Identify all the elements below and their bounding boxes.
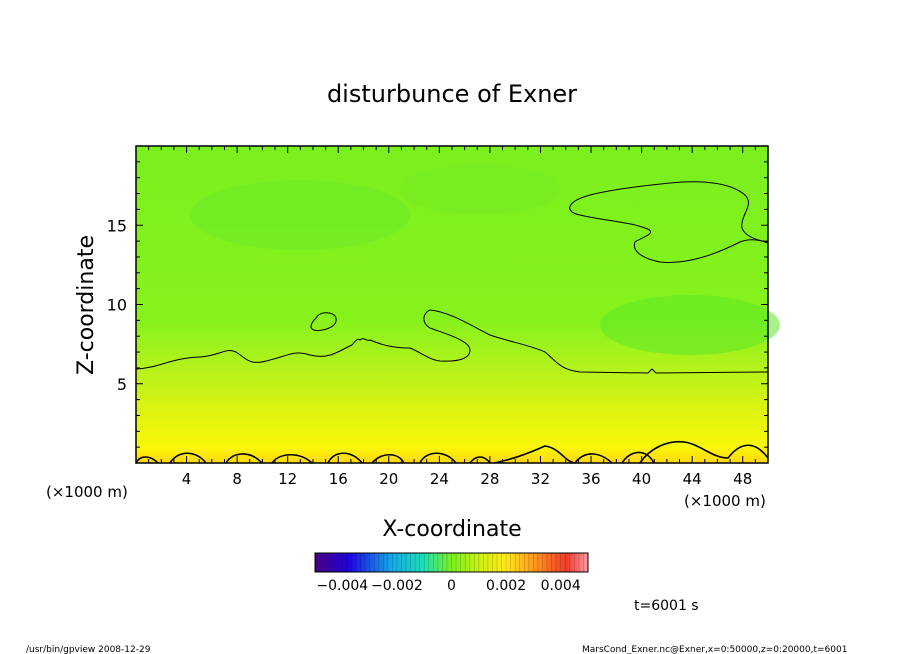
contour-line (310, 312, 337, 331)
colorbar-fill (314, 552, 589, 573)
x-tick-label: 32 (531, 470, 550, 488)
x-tick-label: 28 (480, 470, 499, 488)
colorbar-stripes (319, 553, 584, 572)
time-annotation: t=6001 s (634, 598, 699, 614)
chart-title: disturbunce of Exner (327, 80, 577, 108)
x-unit-right: (×1000 m) (684, 492, 766, 510)
colorbar-tick-label: 0 (447, 578, 456, 594)
y-tick-label: 5 (117, 375, 127, 394)
x-tick-label: 8 (232, 470, 242, 488)
colorbar-ticks: −0.004 −0.002 0 0.002 0.004 (316, 578, 580, 594)
field-blob (190, 180, 410, 250)
contour-line (569, 181, 769, 263)
colorbar-tick-label: −0.002 (371, 578, 423, 594)
field-blob (400, 165, 560, 215)
x-tick-label: 24 (430, 470, 449, 488)
y-tick-label: 15 (107, 216, 127, 235)
contour-line (135, 440, 769, 464)
contour-line (135, 309, 769, 374)
x-unit-left: (×1000 m) (46, 483, 128, 501)
x-tick-label: 44 (683, 470, 702, 488)
y-axis-label: Z-coordinate (74, 235, 99, 375)
contour-lines (135, 181, 769, 464)
x-tick-label: 40 (632, 470, 651, 488)
x-tick-label: 4 (182, 470, 192, 488)
x-axis-label: X-coordinate (382, 517, 521, 542)
x-tick-label: 36 (581, 470, 600, 488)
x-tick-label: 48 (733, 470, 752, 488)
x-tick-label: 20 (379, 470, 398, 488)
colorbar: −0.004 −0.002 0 0.002 0.004 (314, 552, 589, 594)
colorbar-tick-label: −0.004 (316, 578, 368, 594)
field-blob (600, 295, 780, 355)
colorbar-tick-label: 0.004 (541, 578, 581, 594)
x-axis: 4 8 12 16 20 24 28 32 36 40 44 48 (148, 146, 756, 488)
footer-right: MarsCond_Exner.nc@Exner,x=0:50000,z=0:20… (582, 645, 847, 654)
y-axis: 5 10 15 (107, 161, 768, 448)
colorbar-tick-label: 0.002 (486, 578, 526, 594)
y-tick-label: 10 (107, 296, 127, 315)
field-plot (135, 145, 780, 464)
x-tick-label: 12 (278, 470, 297, 488)
footer-left: /usr/bin/gpview 2008-12-29 (26, 645, 151, 654)
x-tick-label: 16 (329, 470, 348, 488)
